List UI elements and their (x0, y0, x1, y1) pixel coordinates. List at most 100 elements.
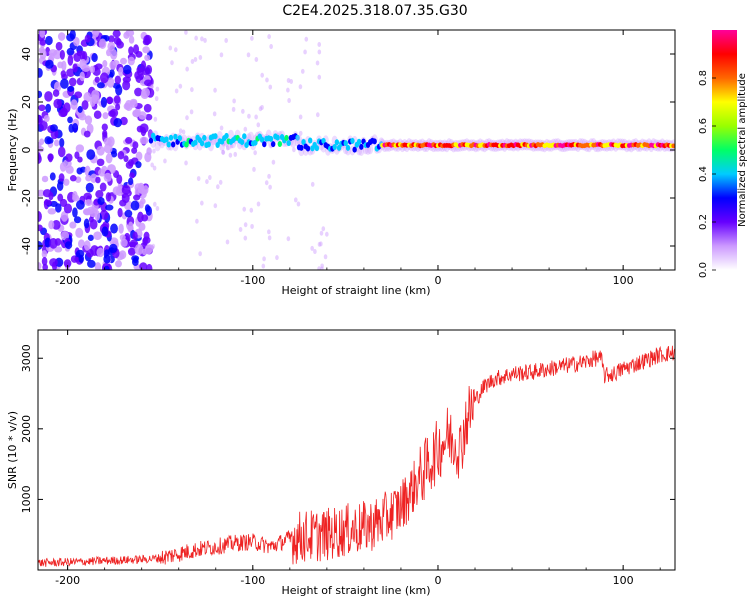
heatmap-cell (295, 134, 300, 141)
colorbar-tick-label: 0.6 (698, 118, 709, 134)
heatmap-cell (264, 180, 269, 186)
heatmap-cell (132, 141, 139, 149)
heatmap-cell (242, 206, 247, 212)
heatmap-cell (41, 256, 48, 266)
heatmap-cell (112, 30, 121, 38)
heatmap-cell (94, 210, 101, 221)
heatmap-cell (39, 30, 46, 38)
heatmap-cell (83, 208, 90, 216)
heatmap-cell (43, 199, 52, 206)
heatmap-cell (105, 204, 114, 211)
heatmap-cell (190, 87, 194, 93)
heatmap-cell (265, 77, 269, 83)
heatmap-cell (73, 216, 82, 224)
heatmap-cell (96, 158, 105, 167)
heatmap-cell (203, 37, 207, 43)
heatmap-cell (321, 137, 326, 144)
heatmap-cell (319, 230, 324, 236)
heatmap-cell (221, 149, 225, 155)
heatmap-cell (321, 226, 326, 232)
heatmap-cell (286, 87, 290, 93)
heatmap-cell (50, 124, 58, 132)
spectrogram-ytick-label: 40 (20, 47, 33, 61)
heatmap-cell (139, 198, 146, 205)
heatmap-cell (150, 162, 154, 168)
heatmap-cell (120, 238, 128, 247)
heatmap-cell (254, 114, 258, 120)
heatmap-cell (116, 40, 124, 49)
snr-xlabel: Height of straight line (km) (281, 584, 430, 597)
heatmap-cell (173, 47, 178, 53)
heatmap-cell (153, 116, 158, 122)
heatmap-cell (49, 172, 56, 181)
heatmap-cell (142, 68, 149, 76)
heatmap-cell (109, 60, 117, 70)
heatmap-cell (118, 223, 124, 234)
heatmap-cell (69, 30, 76, 40)
heatmap-cell (123, 64, 132, 75)
heatmap-cell (120, 116, 128, 126)
snr-xtick-label: -100 (240, 574, 265, 587)
heatmap-cell (137, 69, 144, 76)
heatmap-cell (146, 263, 153, 270)
heatmap-cell (247, 131, 254, 142)
heatmap-cell (113, 117, 123, 128)
heatmap-cell (258, 106, 263, 112)
heatmap-cell (67, 85, 75, 92)
heatmap-cell (345, 144, 351, 151)
heatmap-cell (121, 184, 131, 195)
heatmap-cell (315, 60, 320, 66)
heatmap-cell (49, 238, 58, 249)
heatmap-cell (118, 66, 124, 77)
heatmap-cell (196, 176, 201, 182)
heatmap-cell (137, 184, 145, 194)
heatmap-cell (225, 145, 230, 151)
heatmap-cell (110, 223, 118, 234)
colorbar-gradient (712, 30, 737, 270)
heatmap-cell (184, 160, 188, 166)
heatmap-cell (303, 49, 307, 55)
heatmap-cell (256, 122, 261, 128)
heatmap-cell (252, 166, 256, 172)
heatmap-cell (70, 99, 78, 110)
heatmap-cell (46, 137, 54, 144)
heatmap-cell (315, 112, 320, 118)
heatmap-cell (59, 138, 65, 148)
heatmap-cell (45, 35, 53, 46)
heatmap-cell (103, 265, 110, 270)
heatmap-cell (142, 46, 150, 54)
heatmap-cell (268, 184, 272, 190)
heatmap-cell (72, 191, 78, 201)
heatmap-cell (128, 46, 134, 56)
heatmap-cell (163, 158, 167, 164)
heatmap-cell (275, 255, 279, 261)
heatmap-cell (195, 218, 199, 224)
heatmap-cell (249, 207, 254, 213)
heatmap-cell (286, 236, 291, 242)
heatmap-cell (110, 150, 118, 158)
heatmap-cell (314, 145, 320, 152)
heatmap-cell (83, 218, 90, 229)
heatmap-cell (155, 205, 160, 211)
heatmap-cell (320, 266, 324, 270)
heatmap-cell (75, 227, 84, 238)
heatmap-cell (99, 209, 109, 220)
heatmap-cell (152, 165, 157, 171)
heatmap-cell (250, 35, 254, 41)
heatmap-cell (83, 240, 91, 251)
heatmap-cell (124, 209, 133, 218)
heatmap-cell (256, 201, 261, 207)
heatmap-cell (73, 36, 80, 47)
spectrogram-xtick-label: -200 (55, 274, 80, 287)
heatmap-cell (269, 44, 273, 50)
heatmap-cell (293, 197, 298, 203)
heatmap-cell (128, 221, 134, 232)
heatmap-cell (262, 256, 266, 262)
snr-panel: -200 -100 0 100 1000 2000 3000 Height of strai… (6, 329, 676, 597)
snr-ytick-label: 2000 (20, 415, 33, 443)
colorbar-tick-label: 0.2 (698, 214, 709, 230)
heatmap-cell (59, 49, 65, 60)
heatmap-cell (144, 244, 153, 255)
heatmap-cell (78, 254, 85, 264)
heatmap-cell (202, 134, 207, 141)
